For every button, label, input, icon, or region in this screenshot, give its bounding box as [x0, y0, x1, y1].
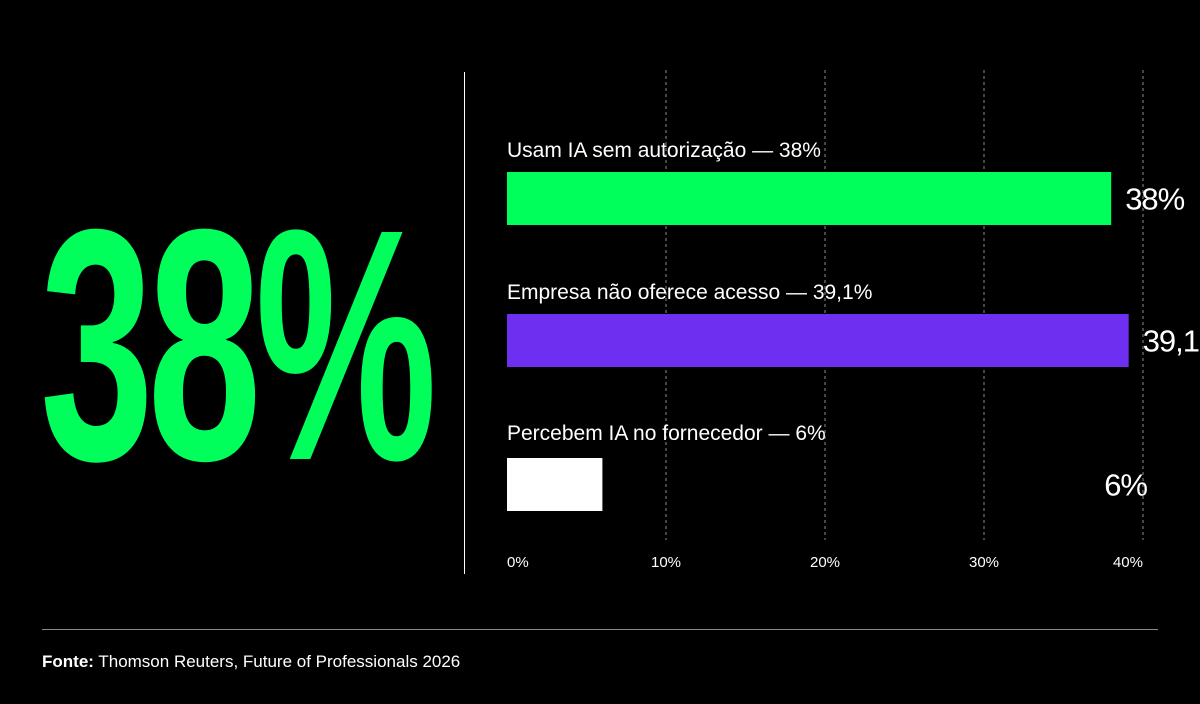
bar-category-label: Percebem IA no fornecedor — 6% — [507, 422, 826, 445]
chart-axis-line — [464, 72, 465, 574]
bar-value-label: 6% — [1104, 468, 1147, 503]
source-note: Fonte: Thomson Reuters, Future of Profes… — [42, 652, 460, 672]
footer-divider — [42, 629, 1158, 630]
source-label: Fonte: — [42, 652, 94, 671]
source-text: Thomson Reuters, Future of Professionals… — [93, 652, 461, 671]
bar-category-label: Usam IA sem autorização — 38% — [507, 139, 821, 162]
bar-value-label: 39,1% — [1143, 324, 1200, 359]
x-tick-label: 40% — [1113, 554, 1143, 571]
x-tick-label: 0% — [507, 554, 529, 571]
x-tick-label: 10% — [651, 554, 681, 571]
bar-value-label: 38% — [1125, 182, 1184, 217]
x-tick-label: 20% — [810, 554, 840, 571]
x-tick-label: 30% — [969, 554, 999, 571]
bar — [507, 458, 603, 511]
bar-chart: 0% 10% 20% 30% 40% Usam IA sem autorização — … — [507, 70, 1200, 571]
bar — [507, 172, 1112, 225]
bar — [507, 314, 1129, 367]
bar-category-label: Empresa não oferece acesso — 39,1% — [507, 281, 872, 304]
